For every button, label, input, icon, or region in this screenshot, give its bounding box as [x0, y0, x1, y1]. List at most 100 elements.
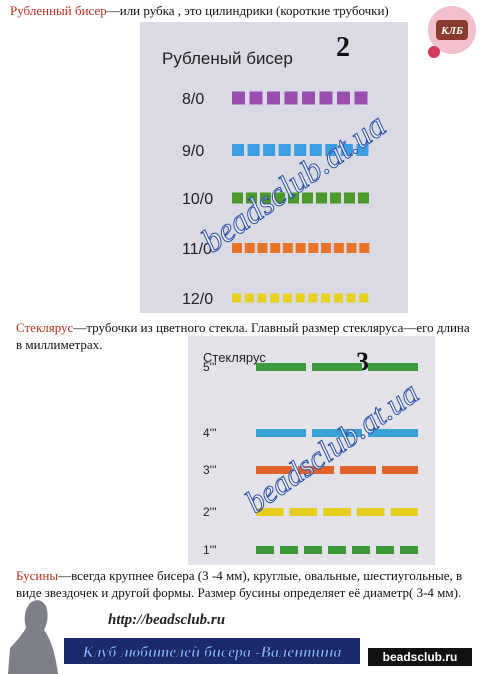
row-label: 12/0 [182, 291, 213, 308]
bead [232, 243, 242, 253]
bead [344, 192, 355, 204]
bugle [340, 466, 376, 474]
bead [232, 91, 245, 105]
figure-number: 3 [356, 347, 369, 376]
figure-title: Стеклярус [203, 350, 266, 365]
bead [319, 91, 333, 105]
bead [359, 293, 369, 303]
paragraph-text: —или рубка , это цилиндрики (короткие тр… [106, 3, 389, 18]
row-label: 11/0 [182, 241, 212, 258]
row-label: 3''' [203, 463, 217, 477]
banner: Клуб любителей бисера -Валентина [82, 644, 342, 661]
bugle [256, 508, 284, 516]
bead [274, 192, 285, 204]
bead [232, 144, 244, 156]
figure-number: 2 [336, 32, 350, 63]
bead [346, 243, 357, 253]
bead [308, 243, 319, 253]
banner-bg [64, 638, 360, 664]
bead [257, 243, 268, 253]
row-label: 1''' [203, 543, 217, 557]
bead [249, 91, 263, 105]
paragraph-text: —всегда крупнее бисера (3 -4 мм), круглы… [16, 568, 463, 600]
bugle [376, 546, 394, 554]
bugle [304, 546, 322, 554]
term: Рубленный бисер [10, 3, 107, 18]
bugle [312, 429, 362, 437]
bead [295, 293, 305, 303]
bead [316, 192, 327, 204]
bugle [256, 466, 292, 474]
paragraph: Рубленный бисер—или рубка , это цилиндри… [10, 2, 410, 19]
bead [247, 144, 260, 156]
bead [263, 144, 276, 156]
bugle [352, 546, 370, 554]
bugle [356, 508, 385, 516]
bead [354, 91, 368, 105]
bead [294, 144, 307, 156]
figure-photo: Рубленый бисер 2 8/09/010/011/012/0beads… [140, 22, 408, 313]
bead [260, 192, 271, 204]
paragraph: Бусины—всегда крупнее бисера (3 -4 мм), … [16, 567, 471, 601]
bead [295, 243, 306, 253]
row-label: 10/0 [182, 191, 213, 208]
bead [333, 293, 343, 303]
logo-text: КЛБ [440, 25, 463, 37]
row-label: 8/0 [182, 91, 204, 108]
url: http://beadsclub.ru [108, 612, 225, 628]
bugle [382, 466, 418, 474]
bugle [289, 508, 318, 516]
bead [284, 91, 298, 105]
bead [288, 192, 299, 204]
bead [232, 293, 241, 303]
bead [244, 243, 255, 253]
bugle [368, 363, 418, 371]
paragraph-text: —трубочки из цветного стекла. Главный ра… [16, 320, 470, 352]
bugle [400, 546, 418, 554]
bead [325, 144, 338, 156]
bead [267, 91, 280, 105]
bead [278, 144, 291, 156]
logo-rose [428, 46, 440, 58]
bead [302, 192, 313, 204]
bugle [368, 429, 418, 437]
term: Стеклярус [16, 320, 74, 335]
row-label: 5''' [203, 360, 217, 374]
bead [356, 144, 369, 156]
bead [330, 192, 341, 204]
figure-photo: Стеклярус 3 5'''4'''3'''2'''1'''beadsclu… [188, 336, 435, 565]
bead [359, 243, 370, 253]
bead [302, 91, 315, 105]
bead [270, 293, 280, 303]
site-bg [368, 648, 472, 666]
bead [346, 293, 356, 303]
bead [257, 293, 267, 303]
bead [358, 192, 369, 204]
bugle [323, 508, 351, 516]
bead [282, 293, 292, 303]
term: Бусины [16, 568, 59, 583]
bugle [256, 363, 306, 371]
logo: КЛБ [428, 6, 476, 58]
bead [270, 243, 281, 253]
bead [309, 144, 322, 156]
bead [321, 243, 332, 253]
logo-cup [436, 20, 468, 40]
bugle [298, 466, 334, 474]
bugle [256, 546, 274, 554]
bead [232, 192, 243, 204]
bead [333, 243, 344, 253]
row-label: 9/0 [182, 143, 204, 160]
photo-bg [140, 22, 408, 313]
figure-title: Рубленый бисер [162, 49, 293, 68]
photo-bg [188, 336, 435, 565]
paragraph: Стеклярус—трубочки из цветного стекла. Г… [16, 319, 476, 353]
bugle [256, 429, 306, 437]
bugle [390, 508, 418, 516]
footer: http://beadsclub.ru Клуб любителей бисер… [8, 600, 472, 674]
bead [246, 192, 257, 204]
bead [244, 293, 254, 303]
site: beadsclub.ru [383, 650, 458, 664]
bead [337, 91, 350, 105]
